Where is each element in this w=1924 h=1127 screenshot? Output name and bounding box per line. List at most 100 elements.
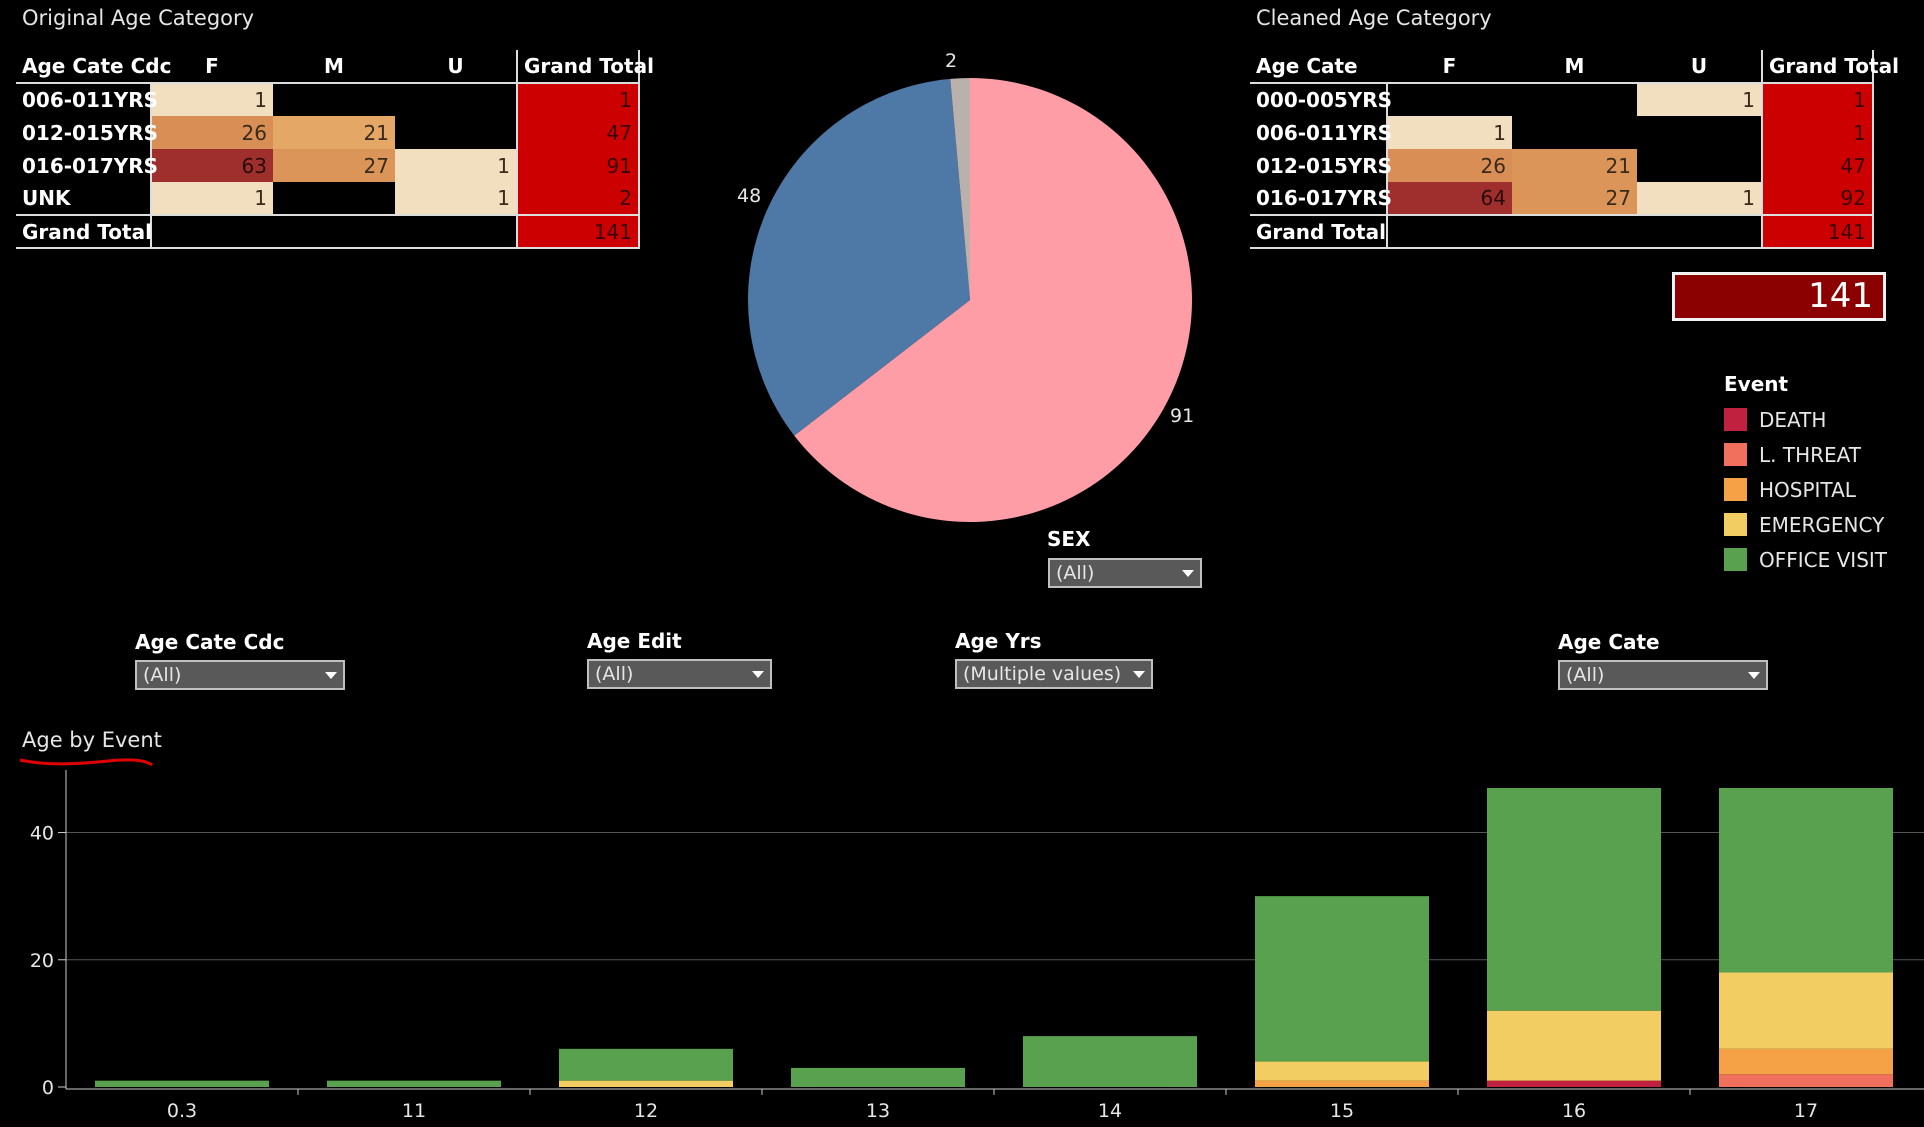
bar-segment-emergency[interactable] bbox=[559, 1080, 733, 1087]
legend-item-office-visit[interactable]: OFFICE VISIT bbox=[1724, 542, 1887, 577]
sex-pie-chart bbox=[748, 78, 1192, 522]
bar-segment-emergency[interactable] bbox=[1487, 1010, 1661, 1081]
bar-segment-hospital[interactable] bbox=[1719, 1048, 1893, 1075]
cell-f[interactable]: 1 bbox=[151, 182, 273, 215]
row-label: 012-015YRS bbox=[1250, 149, 1392, 182]
pie-slice-f[interactable] bbox=[794, 78, 1192, 522]
bar-segment-office-visit[interactable] bbox=[559, 1048, 733, 1081]
bar-segment-office-visit[interactable] bbox=[1255, 896, 1429, 1062]
cell-m[interactable]: 21 bbox=[273, 116, 395, 149]
x-tick-label: 11 bbox=[402, 1100, 426, 1122]
grand-total-row: Grand Total 141 bbox=[1250, 214, 1874, 249]
cell-total[interactable]: 47 bbox=[1761, 149, 1874, 182]
bar-segment-office-visit[interactable] bbox=[95, 1080, 269, 1087]
cell-f[interactable]: 1 bbox=[1387, 116, 1512, 149]
cell-u[interactable] bbox=[395, 116, 517, 149]
x-tick-label: 0.3 bbox=[167, 1100, 197, 1122]
legend-swatch bbox=[1724, 408, 1747, 431]
event-legend: Event DEATH L. THREAT HOSPITAL EMERGENCY… bbox=[1724, 372, 1887, 577]
legend-label: DEATH bbox=[1759, 407, 1827, 432]
legend-item-l-threat[interactable]: L. THREAT bbox=[1724, 437, 1887, 472]
table-row[interactable]: 016-017YRS 64 27 1 92 bbox=[1250, 182, 1874, 215]
cell-f[interactable]: 26 bbox=[1387, 149, 1512, 182]
cell-f[interactable]: 63 bbox=[151, 149, 273, 182]
cleaned-table-title: Cleaned Age Category bbox=[1256, 6, 1492, 30]
col-header-f: F bbox=[151, 50, 273, 84]
cell-m[interactable]: 21 bbox=[1512, 149, 1637, 182]
cell-m[interactable]: 27 bbox=[1512, 182, 1637, 215]
grand-total-row: Grand Total 141 bbox=[16, 214, 640, 249]
legend-label: EMERGENCY bbox=[1759, 512, 1885, 537]
bar-segment-office-visit[interactable] bbox=[1023, 1036, 1197, 1087]
cell-total[interactable]: 1 bbox=[1761, 116, 1874, 149]
cell-total[interactable]: 1 bbox=[1761, 83, 1874, 116]
cell-total[interactable]: 47 bbox=[516, 116, 640, 149]
cell-total[interactable]: 92 bbox=[1761, 182, 1874, 215]
cell-m[interactable] bbox=[1512, 83, 1637, 116]
cell-m[interactable] bbox=[273, 182, 395, 215]
bar-segment-emergency[interactable] bbox=[1255, 1061, 1429, 1081]
age-cate-cdc-filter-dropdown[interactable]: (All) bbox=[135, 660, 345, 690]
cell-u[interactable] bbox=[1637, 149, 1762, 182]
x-tick-label: 16 bbox=[1562, 1100, 1586, 1122]
cell-u[interactable]: 1 bbox=[395, 182, 517, 215]
cell-u[interactable] bbox=[395, 83, 517, 116]
dropdown-value: (All) bbox=[595, 663, 634, 685]
bar-segment-office-visit[interactable] bbox=[327, 1080, 501, 1087]
legend-item-hospital[interactable]: HOSPITAL bbox=[1724, 472, 1887, 507]
table-row[interactable]: 006-011YRS 1 1 bbox=[1250, 116, 1874, 149]
x-tick-label: 14 bbox=[1098, 1100, 1122, 1122]
x-tick-label: 15 bbox=[1330, 1100, 1354, 1122]
bar-segment-office-visit[interactable] bbox=[791, 1067, 965, 1087]
pie-slice-u[interactable] bbox=[950, 78, 970, 300]
legend-item-emergency[interactable]: EMERGENCY bbox=[1724, 507, 1887, 542]
bar-segment-office-visit[interactable] bbox=[1487, 788, 1661, 1011]
table-row[interactable]: 006-011YRS 1 1 bbox=[16, 83, 640, 116]
col-header-grand-total: Grand Total bbox=[1761, 50, 1899, 84]
cleaned-age-crosstab: Age Cate F M U Grand Total 000-005YRS 1 … bbox=[1250, 50, 1899, 249]
table-row[interactable]: 012-015YRS 26 21 47 bbox=[16, 116, 640, 149]
bar-segment-emergency[interactable] bbox=[1719, 972, 1893, 1049]
y-tick-label: 40 bbox=[30, 823, 54, 845]
cell-total[interactable]: 91 bbox=[516, 149, 640, 182]
cell-f[interactable]: 1 bbox=[151, 83, 273, 116]
chevron-down-icon bbox=[325, 671, 337, 679]
pie-label-f: 91 bbox=[1170, 405, 1195, 427]
cell-u[interactable]: 1 bbox=[1637, 182, 1762, 215]
row-label: 012-015YRS bbox=[16, 116, 158, 149]
age-by-event-bar-chart: 0 20 40 0.3 11 12 13 14 15 16 17 bbox=[30, 770, 1924, 1122]
cell-m[interactable]: 27 bbox=[273, 149, 395, 182]
table-row[interactable]: UNK 1 1 2 bbox=[16, 182, 640, 215]
legend-label: OFFICE VISIT bbox=[1759, 547, 1887, 572]
cell-total[interactable]: 2 bbox=[516, 182, 640, 215]
cell-grand-total[interactable]: 141 bbox=[1761, 214, 1874, 249]
table-row[interactable]: 012-015YRS 26 21 47 bbox=[1250, 149, 1874, 182]
cell-f[interactable]: 26 bbox=[151, 116, 273, 149]
cell-u[interactable] bbox=[1637, 116, 1762, 149]
legend-label: HOSPITAL bbox=[1759, 477, 1856, 502]
cell-m[interactable] bbox=[1512, 116, 1637, 149]
cell-u[interactable]: 1 bbox=[1637, 83, 1762, 116]
cell-grand-total[interactable]: 141 bbox=[516, 214, 640, 249]
bar-segment-death[interactable] bbox=[1487, 1080, 1661, 1087]
bar-segment-hospital[interactable] bbox=[1255, 1080, 1429, 1087]
table-row[interactable]: 000-005YRS 1 1 bbox=[1250, 83, 1874, 116]
table-row[interactable]: 016-017YRS 63 27 1 91 bbox=[16, 149, 640, 182]
age-edit-filter-dropdown[interactable]: (All) bbox=[587, 659, 772, 689]
cell-f[interactable]: 64 bbox=[1387, 182, 1512, 215]
age-cate-filter-dropdown[interactable]: (All) bbox=[1558, 660, 1768, 690]
cell-m[interactable] bbox=[273, 83, 395, 116]
sex-filter-dropdown[interactable]: (All) bbox=[1048, 558, 1202, 588]
x-tick-label: 13 bbox=[866, 1100, 890, 1122]
legend-item-death[interactable]: DEATH bbox=[1724, 402, 1887, 437]
age-yrs-filter-dropdown[interactable]: (Multiple values) bbox=[955, 659, 1153, 689]
cell-total[interactable]: 1 bbox=[516, 83, 640, 116]
cell-f[interactable] bbox=[1387, 83, 1512, 116]
bar-segment-l-threat[interactable] bbox=[1719, 1074, 1893, 1087]
cell-u[interactable]: 1 bbox=[395, 149, 517, 182]
pie-slice-m[interactable] bbox=[748, 78, 970, 436]
bar-segment-office-visit[interactable] bbox=[1719, 788, 1893, 973]
x-tick-label: 17 bbox=[1794, 1100, 1818, 1122]
dropdown-value: (Multiple values) bbox=[963, 663, 1122, 685]
col-header-m: M bbox=[273, 50, 395, 84]
